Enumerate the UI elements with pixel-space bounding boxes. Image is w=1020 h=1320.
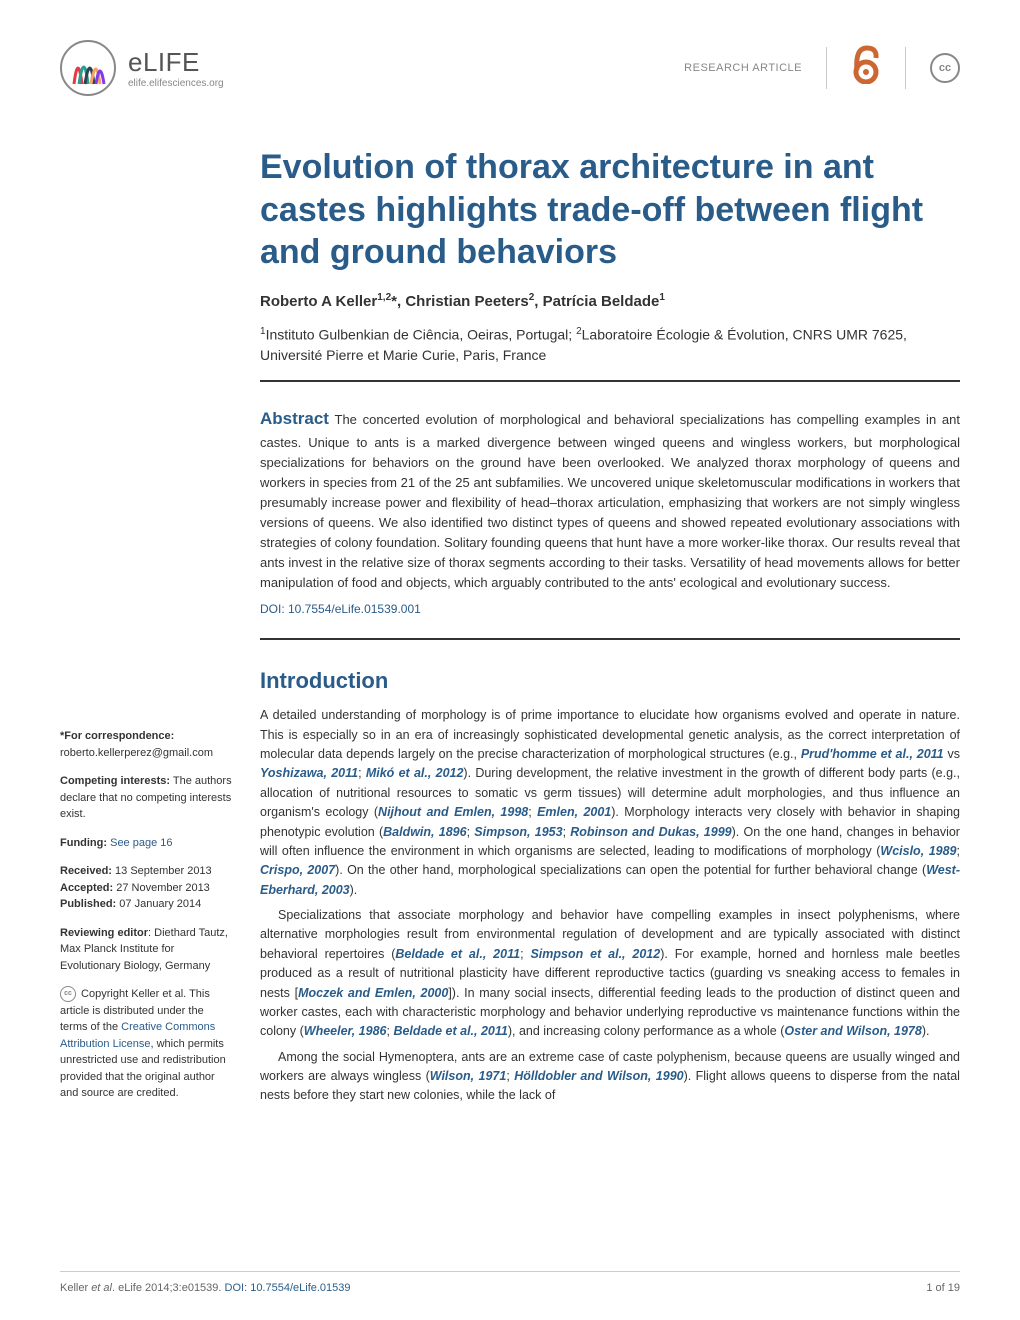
header-right: RESEARCH ARTICLE cc — [684, 42, 960, 94]
section-rule — [260, 380, 960, 382]
cc-small-icon: cc — [60, 986, 76, 1002]
open-access-icon — [851, 42, 881, 94]
body-paragraph: A detailed understanding of morphology i… — [260, 706, 960, 900]
title-block: Evolution of thorax architecture in ant … — [260, 146, 960, 640]
elife-logo-icon — [60, 40, 116, 96]
article-title: Evolution of thorax architecture in ant … — [260, 146, 960, 274]
abstract-block: Abstract The concerted evolution of morp… — [260, 406, 960, 618]
page-header: eLIFE elife.elifesciences.org RESEARCH A… — [60, 40, 960, 96]
body-paragraph: Among the social Hymenoptera, ants are a… — [260, 1048, 960, 1106]
article-sidebar: *For correspondence: roberto.kellerperez… — [60, 728, 234, 1114]
page-number: 1 of 19 — [926, 1282, 960, 1294]
abstract-label: Abstract — [260, 409, 329, 428]
copyright-notice: cc Copyright Keller et al. This article … — [60, 986, 234, 1102]
divider-icon — [826, 47, 827, 89]
journal-logo-block: eLIFE elife.elifesciences.org — [60, 40, 224, 96]
footer-citation: Keller et al. eLife 2014;3:e01539. DOI: … — [60, 1282, 351, 1294]
divider-icon — [905, 47, 906, 89]
section-rule — [260, 638, 960, 640]
reviewing-editor: Reviewing editor: Diethard Tautz, Max Pl… — [60, 925, 234, 975]
page-footer: Keller et al. eLife 2014;3:e01539. DOI: … — [60, 1271, 960, 1294]
main-content: *For correspondence: roberto.kellerperez… — [60, 664, 960, 1114]
journal-brand: eLIFE — [128, 47, 224, 78]
article-type-label: RESEARCH ARTICLE — [684, 62, 802, 74]
cc-license-icon: cc — [930, 53, 960, 83]
funding: Funding: See page 16 — [60, 835, 234, 852]
affiliations: 1Instituto Gulbenkian de Ciência, Oeiras… — [260, 324, 960, 367]
journal-domain: elife.elifesciences.org — [128, 78, 224, 89]
body-paragraph: Specializations that associate morpholog… — [260, 906, 960, 1042]
correspondence: *For correspondence: roberto.kellerperez… — [60, 728, 234, 761]
dates: Received: 13 September 2013 Accepted: 27… — [60, 863, 234, 913]
author-list: Roberto A Keller1,2*, Christian Peeters2… — [260, 292, 960, 310]
journal-logo-text: eLIFE elife.elifesciences.org — [128, 47, 224, 89]
abstract-doi[interactable]: DOI: 10.7554/eLife.01539.001 — [260, 600, 960, 619]
abstract-text: The concerted evolution of morphological… — [260, 412, 960, 590]
introduction-section: Introduction A detailed understanding of… — [260, 664, 960, 1112]
competing-interests: Competing interests: The authors declare… — [60, 773, 234, 823]
section-heading: Introduction — [260, 664, 960, 698]
